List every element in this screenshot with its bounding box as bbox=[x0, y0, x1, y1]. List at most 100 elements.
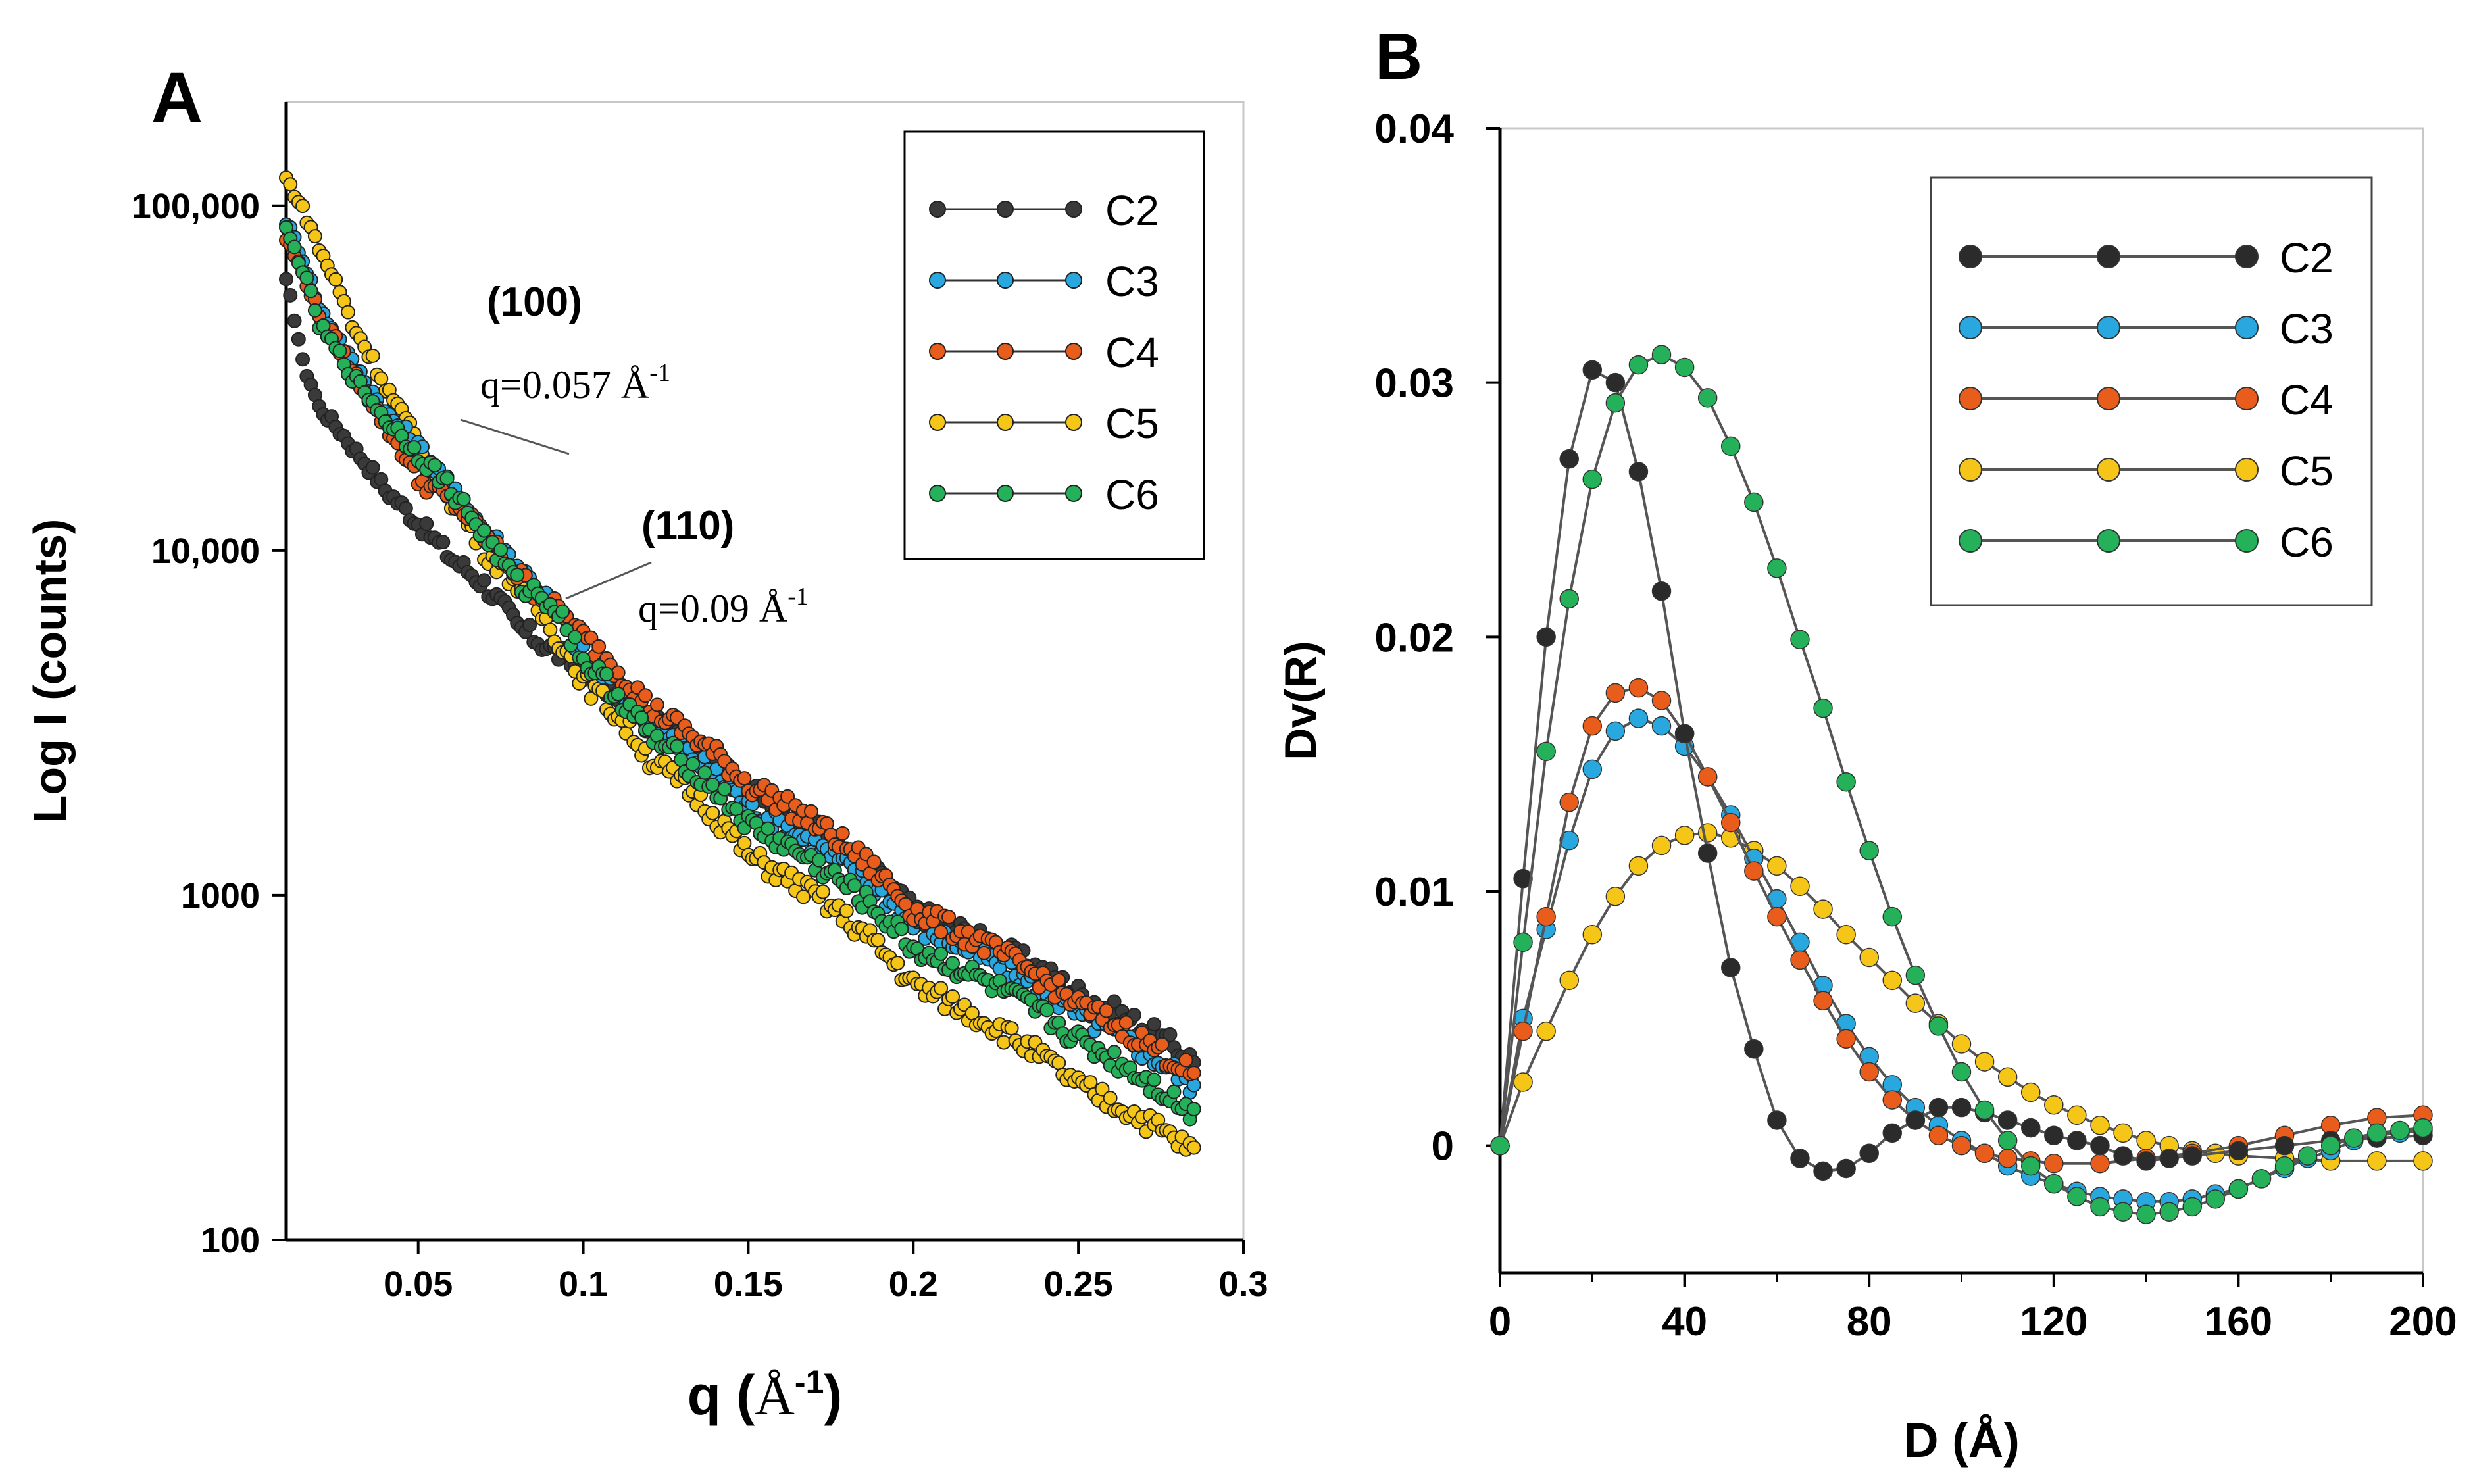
plot-b-legend-item-c4: C4 bbox=[1959, 376, 2334, 424]
plot-a-point bbox=[283, 177, 298, 192]
plot-b-point bbox=[2136, 1131, 2156, 1150]
plot-a-y-tick-label: 10,000 bbox=[151, 532, 260, 571]
plot-b-point bbox=[1582, 360, 1603, 380]
plot-b-point bbox=[2113, 1123, 2133, 1143]
plot-a-point bbox=[599, 666, 614, 681]
legend-marker bbox=[997, 485, 1014, 502]
plot-b-point bbox=[1882, 1123, 1903, 1143]
plot-b-legend-box bbox=[1930, 176, 2373, 606]
plot-a-point bbox=[941, 910, 957, 925]
plot-b-x-tick-label: 0 bbox=[1489, 1299, 1511, 1345]
plot-a-point bbox=[436, 535, 451, 550]
plot-b-point bbox=[2090, 1197, 2110, 1217]
plot-b-point bbox=[1951, 1062, 1972, 1082]
plot-a-y-tick-label: 100,000 bbox=[132, 187, 260, 226]
plot-b-y-tick-label: 0.03 bbox=[1374, 361, 1454, 407]
plot-a-series-c5 bbox=[279, 170, 1201, 1157]
plot-a-point bbox=[1166, 1084, 1182, 1099]
plot-a-point bbox=[365, 460, 380, 475]
legend-marker bbox=[2235, 387, 2259, 410]
plot-a-point bbox=[839, 903, 854, 918]
legend-marker bbox=[2097, 245, 2120, 268]
plot-b-point bbox=[1928, 1016, 1949, 1036]
plot-b-point bbox=[1605, 372, 1626, 393]
plot-b-point bbox=[2344, 1128, 2364, 1148]
plot-a-point bbox=[717, 781, 732, 797]
plot-a-series-c6 bbox=[279, 220, 1201, 1127]
plot-b-point bbox=[1674, 357, 1695, 378]
plot-b-point bbox=[1651, 345, 1672, 364]
plot-b-point bbox=[2251, 1169, 2272, 1189]
plot-b-point bbox=[1559, 449, 1579, 469]
plot-b-point bbox=[1836, 772, 1856, 792]
plot-b-point bbox=[1859, 1062, 1879, 1082]
plot-a-point bbox=[634, 710, 649, 726]
plot-b-point bbox=[1905, 993, 1926, 1013]
plot-a-point bbox=[761, 821, 776, 836]
plot-a-point bbox=[1107, 994, 1122, 1009]
plot-b-point bbox=[1605, 721, 1626, 741]
plot-a-point bbox=[815, 884, 830, 899]
plot-b-y-tick-label: 0.04 bbox=[1374, 107, 1454, 152]
plot-b-point bbox=[1628, 462, 1649, 482]
plot-a-point bbox=[332, 343, 347, 359]
plot-a-point bbox=[279, 272, 293, 287]
plot-b-y-tick-label: 0 bbox=[1432, 1124, 1454, 1170]
plot-b-point bbox=[2136, 1151, 2156, 1171]
plot-a-point bbox=[510, 568, 525, 583]
plot-b-point bbox=[2182, 1197, 2202, 1217]
plot-b-point bbox=[2367, 1151, 2387, 1171]
plot-b-point bbox=[2390, 1120, 2410, 1141]
plot-b-point bbox=[1790, 950, 1810, 970]
plot-b-point bbox=[1559, 589, 1579, 609]
plot-b-x-tick-label: 200 bbox=[2389, 1299, 2457, 1345]
plot-a-point bbox=[803, 804, 818, 819]
plot-b-series-c5 bbox=[1490, 823, 2433, 1171]
plot-a-y-tick-label: 100 bbox=[201, 1221, 260, 1260]
legend-marker bbox=[1065, 343, 1082, 360]
plot-b-point bbox=[1582, 716, 1603, 736]
plot-b-point bbox=[1651, 835, 1672, 856]
plot-b-point bbox=[1813, 698, 1833, 718]
plot-b-point bbox=[1744, 861, 1764, 881]
plot-a-point bbox=[934, 924, 949, 939]
plot-b-line bbox=[1499, 686, 2424, 1165]
plot-b-point bbox=[2136, 1204, 2156, 1224]
plot-b-y-tick-label: 0.02 bbox=[1374, 615, 1454, 660]
plot-a-point bbox=[638, 688, 653, 703]
plot-a-legend: C2 C3 C4 C5 C6 bbox=[903, 130, 1205, 560]
plot-a-point bbox=[1178, 1052, 1193, 1068]
plot-b-point bbox=[1721, 958, 1741, 977]
plot-b-x-tick-label: 80 bbox=[1847, 1299, 1892, 1345]
plot-b-legend-item-c3: C3 bbox=[1959, 305, 2334, 353]
plot-a-point bbox=[543, 622, 558, 637]
legend-marker bbox=[929, 272, 946, 289]
plot-a-point bbox=[811, 853, 826, 868]
legend-marker bbox=[929, 485, 946, 502]
legend-marker bbox=[2235, 245, 2259, 268]
plot-b-point bbox=[1744, 1039, 1764, 1059]
plot-b-point bbox=[1813, 899, 1833, 919]
plot-b-point bbox=[2205, 1189, 2226, 1209]
plot-b-point bbox=[1974, 1100, 1995, 1120]
plot-b-point bbox=[1951, 1034, 1972, 1054]
plot-a-point bbox=[1147, 1072, 1162, 1087]
plot-a-point bbox=[890, 956, 905, 971]
plot-a-y-tick-label: 1000 bbox=[181, 876, 260, 916]
plot-a-point bbox=[419, 516, 434, 532]
plot-a-legend-label: C5 bbox=[1105, 400, 1159, 447]
plot-b-x-tick-label: 160 bbox=[2205, 1299, 2272, 1345]
plot-a-point bbox=[307, 229, 322, 244]
plot-a-point bbox=[591, 639, 607, 654]
plot-a-point bbox=[299, 270, 314, 285]
legend-marker bbox=[929, 343, 946, 360]
plot-a-point bbox=[1099, 1003, 1114, 1018]
plot-a-point bbox=[870, 933, 886, 948]
plot-b-point bbox=[1928, 1097, 1949, 1118]
plot-b-point bbox=[1582, 924, 1603, 945]
legend-marker bbox=[1959, 529, 1982, 553]
plot-b-point bbox=[1697, 388, 1718, 408]
plot-a-point bbox=[1186, 1140, 1201, 1155]
plot-a-point bbox=[1186, 1102, 1201, 1117]
plot-a-point bbox=[1107, 1045, 1122, 1060]
